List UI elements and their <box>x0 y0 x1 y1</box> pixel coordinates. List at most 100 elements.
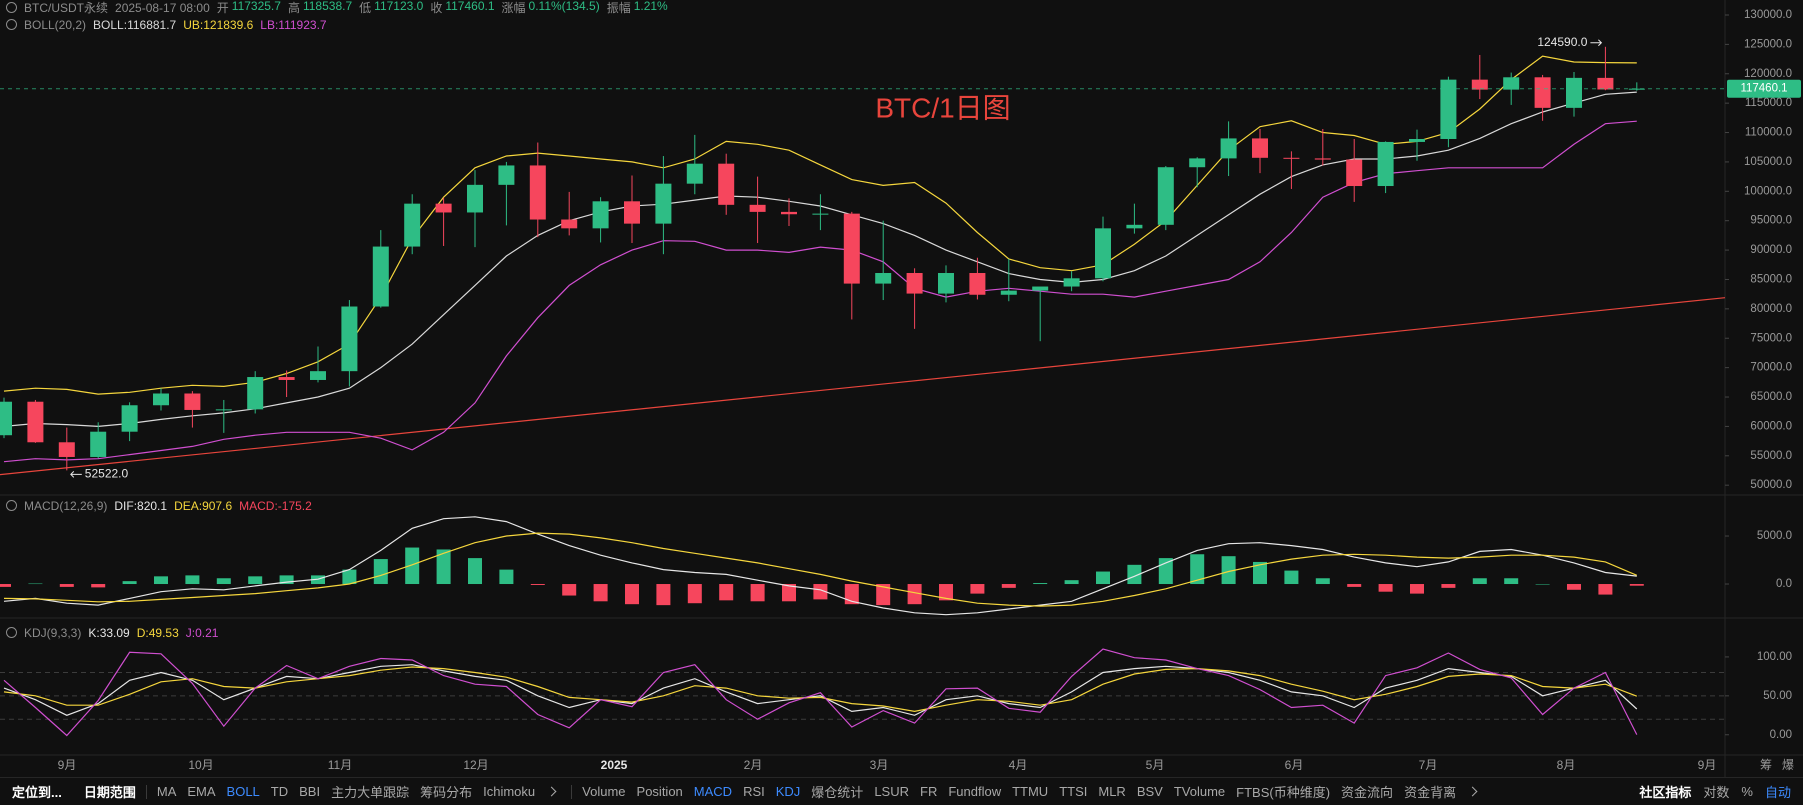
toolbar-button[interactable]: 定位到... <box>12 785 62 800</box>
indicator-button[interactable]: TVolume <box>1173 784 1226 799</box>
macd-bar <box>530 584 545 585</box>
candle-body <box>749 204 766 212</box>
x-tick-label: 3月 <box>870 758 889 772</box>
candle-body <box>341 306 358 372</box>
chart-canvas: BTC/1日图 50000.0 55000.0 60000.0 65000.0 7000… <box>0 0 1803 777</box>
indicator-button[interactable]: 筹码分布 <box>420 785 473 800</box>
indicator-button[interactable]: 资金背离 <box>1404 785 1457 800</box>
field-label: 涨幅 <box>501 1 526 15</box>
candle-body <box>1377 141 1394 187</box>
background <box>0 0 1803 777</box>
indicator-button[interactable]: TTMU <box>1012 784 1049 799</box>
candle-body <box>906 273 923 294</box>
toolbar-button[interactable]: 社区指标 <box>1639 785 1692 800</box>
y-tick-label: 85000.0 <box>1750 274 1792 286</box>
x-tick-label: 6月 <box>1285 758 1304 772</box>
toolbar-button[interactable]: 日期范围 <box>83 785 136 800</box>
indicator-button[interactable]: TTSI <box>1059 784 1088 799</box>
y-tick-label: 95000.0 <box>1750 215 1792 227</box>
indicator-group: MA EMA BOLL TD BBI 主力大单跟踪 筹码分布 Ichimoku <box>157 782 561 801</box>
legend-item: DIF:820.1 <box>114 498 168 513</box>
indicator-button[interactable]: Fundflow <box>948 784 1002 799</box>
x-tick-label: 8月 <box>1557 758 1576 772</box>
field-value: 117123.0 <box>374 0 424 13</box>
indicator-button[interactable]: FR <box>920 784 938 799</box>
indicator-button[interactable]: EMA <box>187 784 216 799</box>
chevron[interactable] <box>1467 786 1478 797</box>
macd-bar <box>342 569 357 585</box>
indicator-button[interactable]: LSUR <box>874 784 909 799</box>
high-label: 124590.0 <box>1537 35 1587 49</box>
macd-bar <box>1598 584 1613 595</box>
toolbar-button[interactable]: 自动 <box>1764 785 1791 800</box>
toolbar-button[interactable]: 对数 <box>1703 785 1730 800</box>
indicator-button[interactable]: MA <box>156 784 177 799</box>
x-tick-label: 5月 <box>1146 758 1165 772</box>
y-tick-label: 125000.0 <box>1744 38 1792 50</box>
indicator-button[interactable]: BOLL <box>226 784 260 799</box>
y-tick-label: 115000.0 <box>1745 97 1792 109</box>
macd-bar <box>593 584 608 602</box>
x-tick-label: 9月 <box>58 758 77 772</box>
indicator-button[interactable]: 爆仓统计 <box>811 785 864 800</box>
candle-body <box>1252 138 1268 158</box>
indicator-button[interactable]: 资金流向 <box>1341 785 1394 800</box>
indicator-button[interactable]: MACD <box>693 784 733 799</box>
field-value: 117460.1 <box>445 0 495 13</box>
macd-bar <box>499 569 514 585</box>
macd-bar <box>939 584 953 601</box>
candle-body <box>529 165 546 220</box>
legend-item: UB:121839.6 <box>183 17 254 32</box>
candle-body <box>592 201 609 229</box>
indicator-button[interactable]: Position <box>636 784 683 799</box>
macd-bar <box>1096 571 1110 585</box>
macd-bar <box>248 576 263 585</box>
indicator-line <box>3 516 1637 616</box>
toolbar: 定位到... 日期范围 MA EMA BOLL TD BBI 主力大单跟踪 筹码分布 Ichimo… <box>0 777 1803 805</box>
x-tick-label: 4月 <box>1009 758 1028 772</box>
icon <box>6 19 17 30</box>
macd-bar <box>719 584 734 601</box>
y-tick-label: 50.00 <box>1763 690 1792 702</box>
indicator-button[interactable]: Volume <box>582 784 626 799</box>
x-tick-label: 7月 <box>1419 758 1438 772</box>
indicator-button[interactable]: Ichimoku <box>483 784 536 799</box>
toolbar-button[interactable]: % <box>1741 784 1753 799</box>
macd-bar <box>1253 561 1267 585</box>
macd-bar <box>405 547 420 585</box>
field-value: 0.11%(134.5) <box>528 0 600 13</box>
separator <box>571 784 573 799</box>
indicator-button[interactable]: 主力大单跟踪 <box>331 785 410 800</box>
macd-bar <box>625 584 639 605</box>
y-tick-label: 50000.0 <box>1750 479 1792 491</box>
macd-bar <box>1064 580 1079 585</box>
legend-title: BOLL(20,2) <box>24 17 87 32</box>
indicator-group: Volume Position MACD RSI KDJ 爆仓统计 LSUR FR Fundfl… <box>582 782 1482 801</box>
x-tick-label: 2025 <box>601 758 628 772</box>
candle-body <box>781 211 797 215</box>
macd-bar <box>279 575 294 585</box>
indicator-button[interactable]: KDJ <box>775 784 801 799</box>
field-value: 118538.7 <box>302 0 353 13</box>
indicator-button[interactable]: BSV <box>1136 784 1163 799</box>
macd-bar <box>687 584 702 604</box>
indicator-button[interactable]: RSI <box>743 784 765 799</box>
indicator-button[interactable]: TD <box>270 784 289 799</box>
y-tick-label: 55000.0 <box>1750 450 1792 462</box>
candle-body <box>278 377 295 380</box>
legend-item: LB:111923.7 <box>260 17 327 32</box>
symbol: BTC/USDT永续 <box>24 1 109 15</box>
indicator-button[interactable]: BBI <box>299 784 321 799</box>
macd-bar <box>782 584 796 602</box>
indicator-button[interactable]: FTBS(币种维度) <box>1236 785 1331 800</box>
indicator-button[interactable]: MLR <box>1098 784 1126 799</box>
macd-bar <box>750 584 765 602</box>
macd-bar <box>1472 578 1487 585</box>
legend-item: J:0.21 <box>185 625 219 640</box>
candle-body <box>215 409 232 411</box>
field-label: 低 <box>359 1 372 15</box>
icon <box>6 627 17 638</box>
chevron[interactable] <box>546 786 557 797</box>
candle-body <box>875 273 892 284</box>
